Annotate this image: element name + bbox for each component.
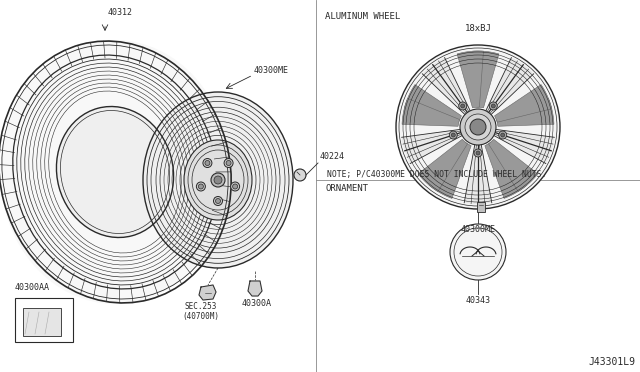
Polygon shape: [422, 69, 466, 115]
Circle shape: [500, 133, 505, 137]
Polygon shape: [438, 58, 470, 112]
Polygon shape: [495, 132, 551, 157]
Polygon shape: [248, 281, 262, 296]
Circle shape: [492, 104, 495, 108]
Circle shape: [232, 184, 237, 189]
Circle shape: [465, 114, 491, 140]
Polygon shape: [402, 99, 460, 126]
Text: J43301L9: J43301L9: [588, 357, 635, 367]
Ellipse shape: [56, 106, 173, 237]
Text: 40224: 40224: [320, 152, 345, 161]
Polygon shape: [478, 145, 485, 204]
Text: SEC.253
(40700M): SEC.253 (40700M): [182, 302, 220, 321]
Polygon shape: [488, 65, 529, 113]
Bar: [23, 308, 61, 336]
Circle shape: [459, 102, 467, 110]
Polygon shape: [199, 285, 216, 300]
Text: NOTE; P/C40300ME DOES NOT INCLUDE WHEEL NUTS.: NOTE; P/C40300ME DOES NOT INCLUDE WHEEL …: [327, 170, 547, 179]
Circle shape: [196, 182, 205, 191]
Circle shape: [461, 104, 465, 108]
Polygon shape: [404, 132, 461, 157]
Polygon shape: [472, 51, 499, 108]
Polygon shape: [490, 69, 534, 115]
Polygon shape: [433, 61, 468, 112]
Circle shape: [294, 169, 306, 181]
Ellipse shape: [184, 140, 252, 220]
Polygon shape: [418, 140, 467, 192]
Polygon shape: [486, 58, 518, 112]
Ellipse shape: [0, 40, 230, 304]
Polygon shape: [403, 131, 461, 151]
Text: 40300AA: 40300AA: [15, 283, 50, 292]
Text: ORNAMENT: ORNAMENT: [325, 184, 368, 193]
Polygon shape: [495, 131, 553, 151]
Circle shape: [476, 151, 480, 155]
Circle shape: [205, 160, 210, 166]
Circle shape: [460, 109, 496, 145]
Polygon shape: [495, 129, 554, 144]
Bar: [477, 202, 485, 212]
Polygon shape: [488, 140, 538, 192]
Circle shape: [216, 199, 221, 203]
Polygon shape: [404, 84, 461, 122]
Circle shape: [499, 131, 507, 139]
Polygon shape: [429, 142, 471, 198]
Polygon shape: [428, 65, 467, 113]
Ellipse shape: [143, 92, 293, 268]
Text: 40343: 40343: [465, 296, 490, 305]
Circle shape: [211, 173, 225, 187]
Circle shape: [450, 224, 506, 280]
Polygon shape: [494, 134, 548, 164]
Circle shape: [230, 182, 239, 191]
Circle shape: [474, 149, 482, 157]
Circle shape: [396, 45, 560, 209]
Polygon shape: [471, 145, 478, 204]
Circle shape: [203, 158, 212, 167]
Circle shape: [226, 160, 231, 166]
Text: 40312: 40312: [108, 8, 132, 17]
Polygon shape: [485, 142, 527, 198]
Text: 40300A: 40300A: [242, 299, 272, 308]
Circle shape: [198, 184, 204, 189]
Circle shape: [214, 196, 223, 205]
Polygon shape: [479, 145, 492, 204]
Polygon shape: [487, 61, 524, 112]
Polygon shape: [407, 134, 462, 164]
Circle shape: [449, 131, 457, 139]
Bar: [15, 298, 73, 342]
Polygon shape: [402, 129, 460, 144]
Circle shape: [451, 133, 455, 137]
Text: 40300ME: 40300ME: [254, 66, 289, 75]
Circle shape: [224, 158, 233, 167]
Circle shape: [214, 176, 222, 184]
Circle shape: [490, 102, 497, 110]
Polygon shape: [457, 51, 483, 108]
Circle shape: [470, 119, 486, 135]
Polygon shape: [464, 145, 476, 204]
Text: 40300ME: 40300ME: [461, 225, 495, 234]
Polygon shape: [495, 84, 552, 122]
Text: 18xBJ: 18xBJ: [465, 24, 492, 33]
Text: ALUMINUM WHEEL: ALUMINUM WHEEL: [325, 12, 400, 21]
Polygon shape: [497, 99, 554, 126]
